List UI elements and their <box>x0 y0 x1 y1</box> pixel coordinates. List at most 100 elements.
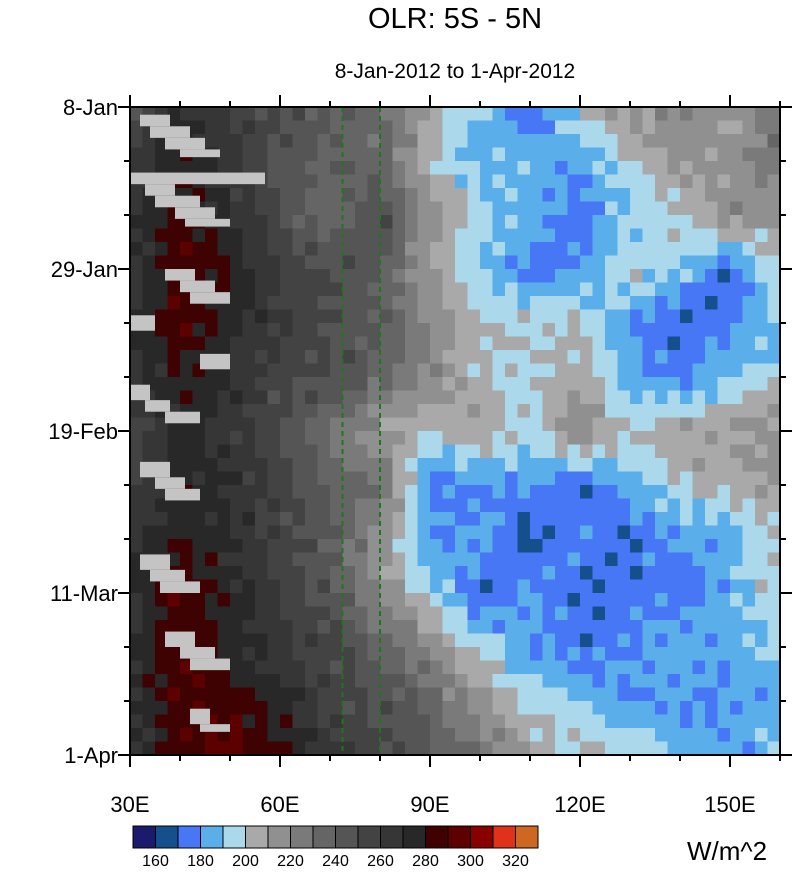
heatmap-cell <box>305 336 319 351</box>
heatmap-cell <box>317 120 331 135</box>
heatmap-cell <box>455 255 469 270</box>
heatmap-cell <box>467 687 481 702</box>
heatmap-cell <box>392 120 406 135</box>
heatmap-cell <box>405 107 419 122</box>
heatmap-cell <box>392 417 406 432</box>
heatmap-cell <box>480 633 494 648</box>
heatmap-cell <box>517 309 531 324</box>
heatmap-cell <box>155 674 169 689</box>
heatmap-cell <box>555 161 569 176</box>
heatmap-cell <box>367 404 381 419</box>
heatmap-cell <box>367 363 381 378</box>
heatmap-cell <box>130 471 144 486</box>
heatmap-cell <box>755 525 769 540</box>
heatmap-cell <box>342 606 356 621</box>
heatmap-cell <box>767 444 780 459</box>
heatmap-cell <box>267 431 281 446</box>
heatmap-cell <box>430 242 444 257</box>
heatmap-cell <box>242 215 256 230</box>
heatmap-cell <box>605 404 619 419</box>
heatmap-cell <box>417 728 431 743</box>
heatmap-cell <box>530 552 544 567</box>
heatmap-cell <box>305 647 319 662</box>
heatmap-cell <box>342 552 356 567</box>
heatmap-cell <box>167 147 181 162</box>
heatmap-cell <box>230 120 244 135</box>
heatmap-cell <box>530 147 544 162</box>
heatmap-cell <box>430 687 444 702</box>
heatmap-cell <box>192 512 206 527</box>
heatmap-cell <box>692 269 706 284</box>
heatmap-cell <box>717 660 731 675</box>
heatmap-cell <box>455 404 469 419</box>
heatmap-cell <box>530 471 544 486</box>
heatmap-cell <box>205 431 219 446</box>
heatmap-cell <box>580 161 594 176</box>
heatmap-cell <box>130 134 144 149</box>
heatmap-cell <box>680 647 694 662</box>
heatmap-cell <box>242 593 256 608</box>
heatmap-cell <box>205 525 219 540</box>
heatmap-cell <box>717 579 731 594</box>
heatmap-cell <box>755 539 769 554</box>
colorbar-units-label: W/m^2 <box>687 836 767 866</box>
heatmap-cell <box>405 566 419 581</box>
heatmap-cell <box>642 741 656 755</box>
heatmap-cell <box>717 566 731 581</box>
heatmap-cell <box>205 444 219 459</box>
heatmap-cell <box>305 120 319 135</box>
heatmap-cell <box>417 363 431 378</box>
heatmap-cell <box>467 633 481 648</box>
heatmap-cell <box>380 350 394 365</box>
heatmap-cell <box>305 498 319 513</box>
heatmap-cell <box>455 417 469 432</box>
heatmap-cell <box>655 336 669 351</box>
heatmap-cell <box>467 404 481 419</box>
heatmap-cell <box>130 269 144 284</box>
heatmap-cell <box>730 525 744 540</box>
heatmap-cell <box>592 633 606 648</box>
heatmap-cell <box>730 201 744 216</box>
heatmap-cell <box>442 512 456 527</box>
heatmap-cell <box>142 701 156 716</box>
heatmap-cell <box>667 134 681 149</box>
heatmap-cell <box>392 633 406 648</box>
heatmap-cell <box>580 485 594 500</box>
heatmap-cell <box>480 647 494 662</box>
heatmap-cell <box>655 255 669 270</box>
heatmap-cell <box>405 134 419 149</box>
heatmap-cell <box>492 282 506 297</box>
heatmap-cell <box>355 552 369 567</box>
heatmap-cell <box>517 647 531 662</box>
heatmap-cell <box>142 363 156 378</box>
heatmap-cell <box>455 201 469 216</box>
heatmap-cell <box>642 242 656 257</box>
heatmap-cell <box>417 471 431 486</box>
heatmap-cell <box>217 120 231 135</box>
heatmap-cell <box>667 579 681 594</box>
heatmap-cell <box>617 417 631 432</box>
heatmap-cell <box>605 647 619 662</box>
heatmap-cell <box>380 566 394 581</box>
heatmap-cell <box>192 444 206 459</box>
heatmap-cell <box>730 215 744 230</box>
heatmap-cell <box>242 390 256 405</box>
heatmap-cell <box>617 660 631 675</box>
heatmap-cell <box>255 269 269 284</box>
heatmap-cell <box>330 404 344 419</box>
heatmap-cell <box>155 633 169 648</box>
heatmap-cell <box>530 417 544 432</box>
heatmap-cell <box>180 714 194 729</box>
heatmap-cell <box>517 417 531 432</box>
heatmap-cell <box>567 404 581 419</box>
heatmap-cell <box>617 161 631 176</box>
heatmap-cell <box>692 309 706 324</box>
heatmap-cell <box>305 606 319 621</box>
heatmap-cell <box>605 471 619 486</box>
heatmap-cell <box>517 606 531 621</box>
heatmap-cell <box>505 498 519 513</box>
heatmap-cell <box>317 309 331 324</box>
heatmap-cell <box>355 566 369 581</box>
heatmap-cell <box>267 350 281 365</box>
heatmap-cell <box>217 242 231 257</box>
